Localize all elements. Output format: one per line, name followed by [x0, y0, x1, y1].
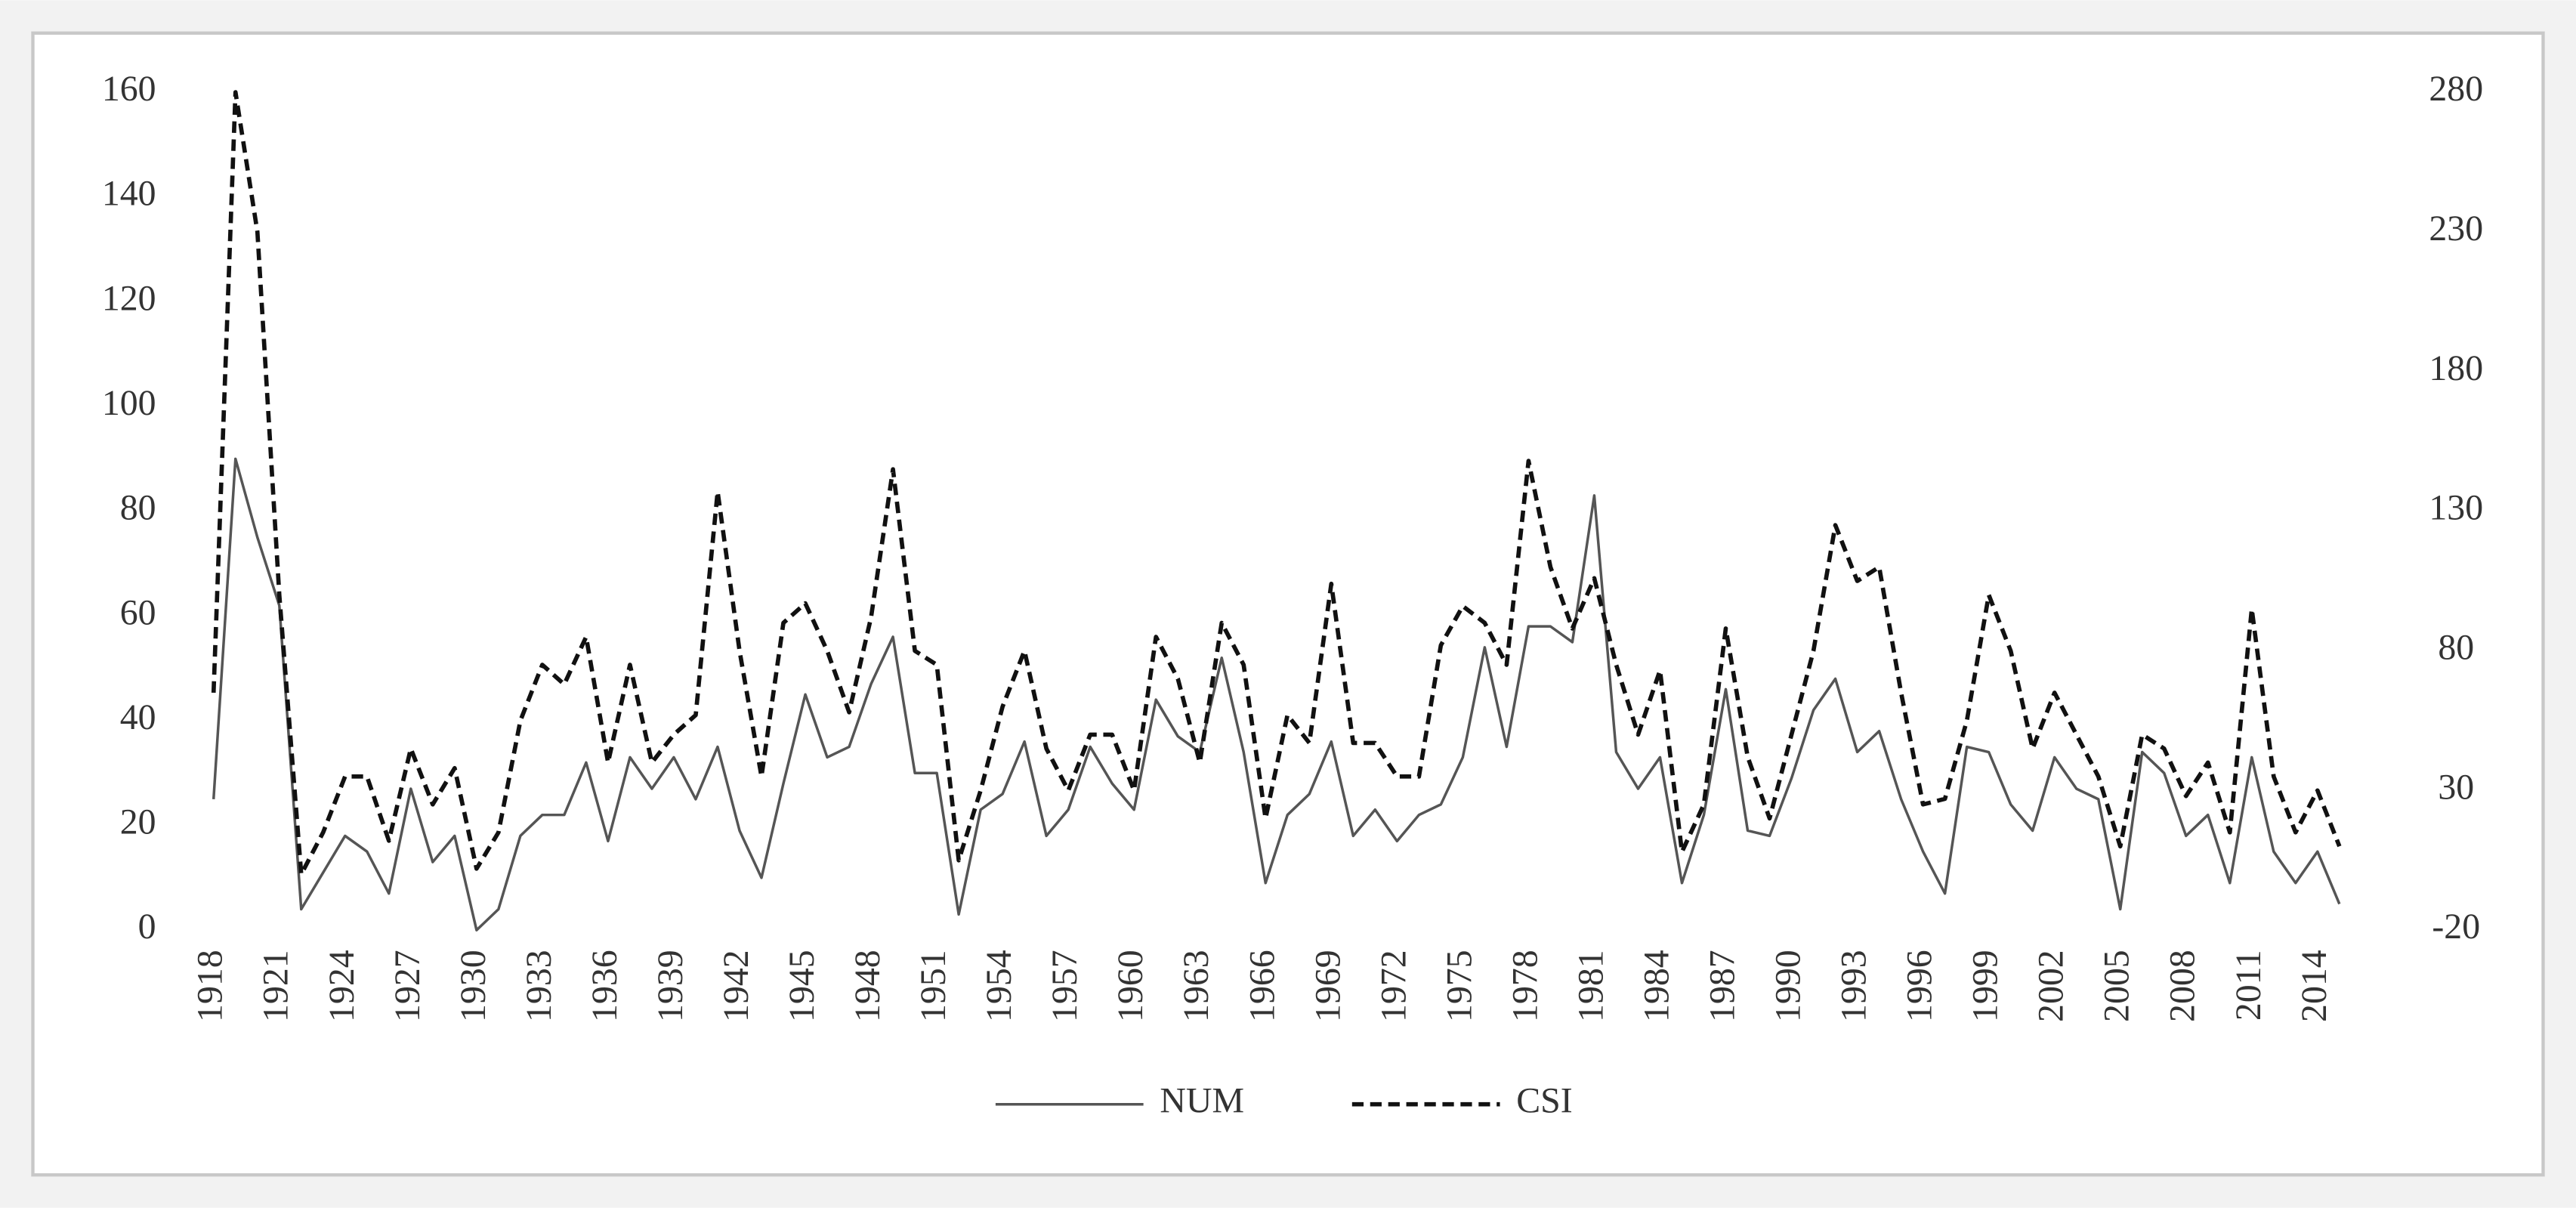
- chart-frame: [31, 31, 2545, 1177]
- y2-tick-label: 130: [2429, 488, 2483, 528]
- y-tick-label: 80: [120, 488, 156, 528]
- x-tick-label: 1957: [1045, 950, 1085, 1022]
- x-tick-label: 1966: [1242, 950, 1282, 1022]
- x-tick-label: 2011: [2229, 950, 2269, 1021]
- y-tick-label: 160: [102, 69, 156, 109]
- x-tick-label: 1927: [388, 950, 428, 1022]
- x-tick-label: 1999: [1966, 950, 2006, 1022]
- x-tick-label: 1939: [650, 950, 690, 1022]
- y-tick-label: 60: [120, 592, 156, 632]
- y2-tick-label: 230: [2429, 209, 2483, 249]
- x-tick-label: 1933: [519, 950, 559, 1022]
- line-series: [212, 457, 2341, 931]
- x-tick-label: 1990: [1768, 950, 1808, 1022]
- x-tick-label: 1981: [1571, 950, 1611, 1022]
- y2-tick-label: -20: [2432, 907, 2480, 947]
- x-tick-label: 1993: [1834, 950, 1874, 1022]
- x-tick-label: 1936: [585, 950, 625, 1022]
- x-tick-label: 1945: [782, 950, 822, 1022]
- x-tick-label: 1954: [979, 950, 1019, 1022]
- x-tick-label: 1996: [1900, 950, 1940, 1022]
- x-tick-label: 1978: [1505, 950, 1545, 1022]
- x-tick-label: 1921: [256, 950, 296, 1022]
- x-tick-label: 1969: [1308, 950, 1348, 1022]
- y-tick-label: 0: [138, 907, 156, 947]
- x-tick-label: 2014: [2294, 950, 2334, 1022]
- y-tick-label: 40: [120, 697, 156, 737]
- x-tick-label: 1972: [1373, 950, 1413, 1022]
- x-tick-label: 2005: [2097, 950, 2137, 1022]
- y2-tick-label: 30: [2438, 767, 2474, 807]
- y-tick-label: 100: [102, 383, 156, 423]
- x-tick-label: 1918: [190, 950, 230, 1022]
- x-tick-label: 1960: [1110, 950, 1151, 1022]
- x-tick-label: 1924: [322, 950, 362, 1022]
- legend-label: CSI: [1516, 1081, 1572, 1121]
- legend-label: NUM: [1160, 1081, 1244, 1121]
- x-tick-label: 2002: [2031, 950, 2071, 1022]
- x-tick-label: 1930: [453, 950, 493, 1022]
- x-tick-label: 1975: [1439, 950, 1479, 1022]
- y-tick-label: 140: [102, 174, 156, 214]
- y-tick-label: 120: [102, 278, 156, 318]
- x-tick-label: 1951: [913, 950, 953, 1022]
- y2-tick-label: 180: [2429, 348, 2483, 388]
- x-tick-label: 1987: [1702, 950, 1742, 1022]
- x-tick-label: 1963: [1176, 950, 1216, 1022]
- x-tick-label: 1942: [716, 950, 756, 1022]
- line-series: [211, 90, 2342, 877]
- x-tick-label: 1984: [1636, 950, 1676, 1022]
- y-tick-label: 20: [120, 802, 156, 842]
- y2-tick-label: 280: [2429, 69, 2483, 109]
- x-tick-label: 2008: [2163, 950, 2203, 1022]
- y2-tick-label: 80: [2438, 627, 2474, 667]
- x-tick-label: 1948: [848, 950, 888, 1022]
